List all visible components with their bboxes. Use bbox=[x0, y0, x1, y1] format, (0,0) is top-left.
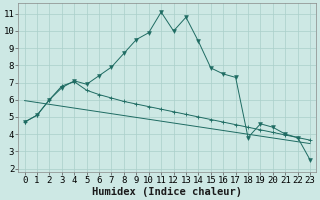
X-axis label: Humidex (Indice chaleur): Humidex (Indice chaleur) bbox=[92, 186, 242, 197]
